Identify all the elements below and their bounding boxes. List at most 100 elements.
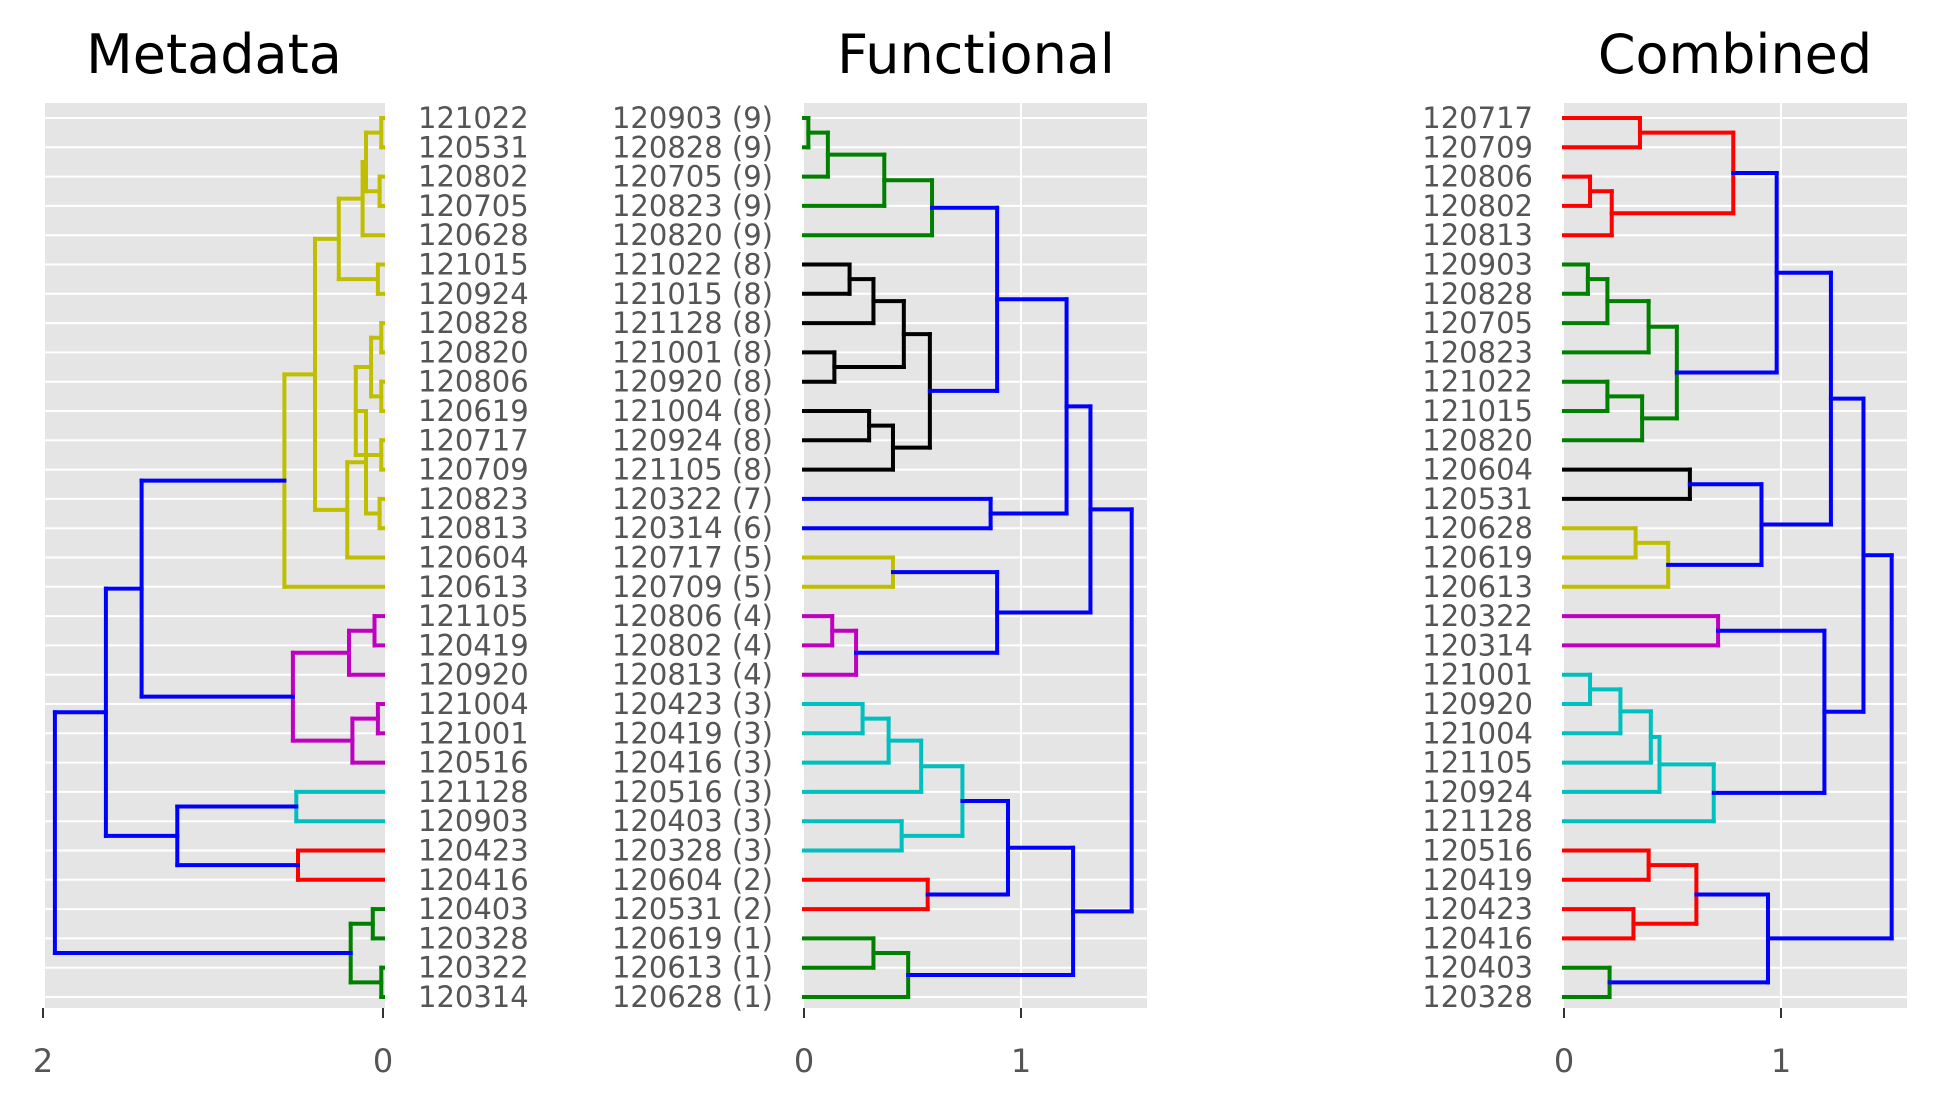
x-tick-label: 0 (794, 1042, 814, 1080)
leaf-label: 120516 (418, 746, 529, 780)
leaf-label: 121004 (418, 687, 529, 721)
leaf-label: 121001 (1422, 658, 1533, 692)
x-tick-label: 1 (1771, 1042, 1791, 1080)
leaf-label: 120419 (418, 628, 529, 662)
x-tick-label: 0 (373, 1042, 393, 1080)
leaf-label: 120924 (418, 277, 529, 311)
leaf-label: 120423 (1422, 892, 1533, 926)
leaf-label: 120328 (418, 921, 529, 955)
leaf-label: 121128 (1422, 804, 1533, 838)
leaf-label: 120920 (8) (612, 365, 773, 399)
leaf-label: 120403 (1422, 951, 1533, 985)
leaf-label: 120920 (418, 658, 529, 692)
leaf-label: 120416 (3) (612, 746, 773, 780)
leaf-label: 120403 (418, 892, 529, 926)
x-tick-label: 2 (33, 1042, 53, 1080)
leaf-label: 121105 (418, 599, 529, 633)
leaf-label: 120314 (418, 980, 529, 1014)
leaf-label: 120516 (1422, 834, 1533, 868)
leaf-label: 120717 (418, 423, 529, 457)
functional-dendrogram: 120903 (9)120828 (9)120705 (9)120823 (9)… (612, 23, 1147, 1080)
leaf-label: 120619 (1) (612, 921, 773, 955)
leaf-label: 120322 (418, 951, 529, 985)
leaf-label: 120924 (8) (612, 423, 773, 457)
leaf-label: 120628 (1422, 511, 1533, 545)
leaf-label: 120813 (418, 511, 529, 545)
combined-dendrogram: 1207171207091208061208021208131209031208… (1422, 23, 1907, 1080)
leaf-label: 121022 (418, 101, 529, 135)
leaf-label: 120920 (1422, 687, 1533, 721)
panel-title: Functional (837, 23, 1115, 86)
panel-title: Combined (1598, 23, 1872, 86)
leaf-label: 120709 (5) (612, 570, 773, 604)
leaf-label: 120820 (418, 335, 529, 369)
leaf-label: 120806 (4) (612, 599, 773, 633)
leaf-label: 120613 (1) (612, 951, 773, 985)
leaf-label: 120705 (9) (612, 160, 773, 194)
leaf-label: 121105 (1422, 746, 1533, 780)
leaf-label: 120619 (1422, 541, 1533, 575)
leaf-label: 120628 (1) (612, 980, 773, 1014)
leaf-label: 120820 (1422, 423, 1533, 457)
leaf-label: 121004 (1422, 716, 1533, 750)
panel-title: Metadata (86, 23, 342, 86)
leaf-label: 120806 (1422, 160, 1533, 194)
leaf-label: 120903 (1422, 248, 1533, 282)
leaf-label: 120823 (1422, 335, 1533, 369)
leaf-label: 121015 (418, 248, 529, 282)
leaf-label: 120416 (1422, 921, 1533, 955)
leaf-label: 120531 (418, 130, 529, 164)
leaf-label: 120709 (418, 453, 529, 487)
leaf-label: 120604 (418, 541, 529, 575)
leaf-label: 121001 (8) (612, 335, 773, 369)
leaf-label: 120419 (1422, 863, 1533, 897)
leaf-label: 120705 (1422, 306, 1533, 340)
leaf-label: 120820 (9) (612, 218, 773, 252)
leaf-label: 121015 (1422, 394, 1533, 428)
leaf-label: 120516 (3) (612, 775, 773, 809)
leaf-label: 120613 (418, 570, 529, 604)
leaf-label: 120531 (1422, 482, 1533, 516)
leaf-label: 120328 (1422, 980, 1533, 1014)
leaf-label: 121004 (8) (612, 394, 773, 428)
leaf-label: 120903 (9) (612, 101, 773, 135)
leaf-label: 121105 (8) (612, 453, 773, 487)
leaf-label: 120531 (2) (612, 892, 773, 926)
leaf-label: 120823 (9) (612, 189, 773, 223)
leaf-label: 120419 (3) (612, 716, 773, 750)
leaf-label: 120604 (1422, 453, 1533, 487)
leaf-label: 120322 (7) (612, 482, 773, 516)
leaf-label: 121001 (418, 716, 529, 750)
leaf-label: 120604 (2) (612, 863, 773, 897)
leaf-label: 120813 (4) (612, 658, 773, 692)
leaf-label: 120628 (418, 218, 529, 252)
leaf-label: 120828 (1422, 277, 1533, 311)
leaf-label: 120613 (1422, 570, 1533, 604)
metadata-dendrogram: 1210221205311208021207051206281210151209… (33, 23, 529, 1080)
plot-background (45, 103, 385, 1008)
leaf-label: 120423 (3) (612, 687, 773, 721)
leaf-label: 120416 (418, 863, 529, 897)
leaf-label: 120717 (1422, 101, 1533, 135)
leaf-label: 120806 (418, 365, 529, 399)
leaf-label: 120717 (5) (612, 541, 773, 575)
leaf-label: 120828 (9) (612, 130, 773, 164)
leaf-label: 120802 (4) (612, 628, 773, 662)
leaf-label: 120802 (1422, 189, 1533, 223)
leaf-label: 121128 (418, 775, 529, 809)
leaf-label: 120813 (1422, 218, 1533, 252)
leaf-label: 120823 (418, 482, 529, 516)
leaf-label: 120828 (418, 306, 529, 340)
leaf-label: 120423 (418, 834, 529, 868)
leaf-label: 120328 (3) (612, 834, 773, 868)
leaf-label: 120403 (3) (612, 804, 773, 838)
leaf-label: 121022 (8) (612, 248, 773, 282)
leaf-label: 121015 (8) (612, 277, 773, 311)
leaf-label: 120619 (418, 394, 529, 428)
leaf-label: 121022 (1422, 365, 1533, 399)
leaf-label: 120705 (418, 189, 529, 223)
leaf-label: 120322 (1422, 599, 1533, 633)
leaf-label: 120802 (418, 160, 529, 194)
leaf-label: 120924 (1422, 775, 1533, 809)
